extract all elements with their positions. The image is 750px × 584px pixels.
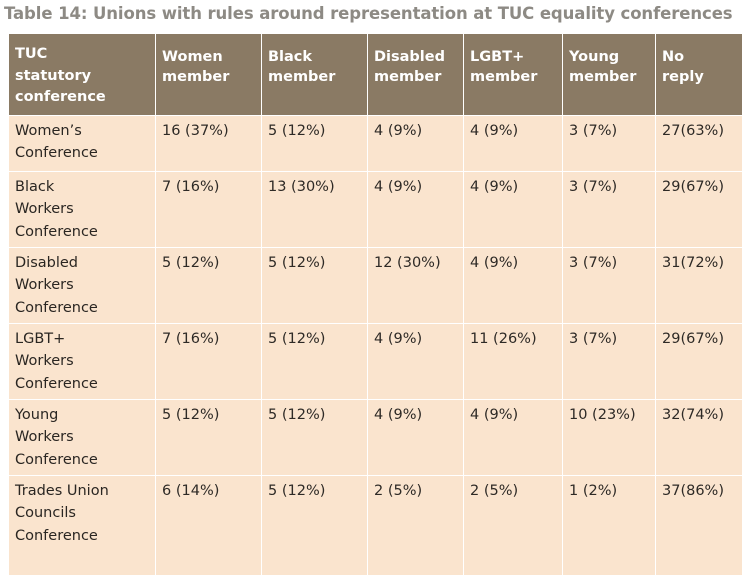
- header-row: TUC statutory conference Women member Bl…: [8, 34, 743, 115]
- table-title: Table 14: Unions with rules around repre…: [4, 4, 733, 23]
- col-header-no-reply: No reply: [655, 34, 743, 115]
- table-cell: 16 (37%): [155, 114, 262, 171]
- table-cell: 5 (12%): [261, 114, 368, 171]
- table-cell: 13 (30%): [261, 170, 368, 247]
- row-label: Trades Union Councils Conference: [8, 474, 156, 575]
- col-header-women: Women member: [155, 34, 262, 115]
- table-row: Young Workers Conference 5 (12%) 5 (12%)…: [8, 398, 743, 475]
- row-label: LGBT+ Workers Conference: [8, 322, 156, 399]
- col-header-lgbt: LGBT+ member: [463, 34, 563, 115]
- table-cell: 3 (7%): [562, 322, 656, 399]
- table-cell: 4 (9%): [463, 114, 563, 171]
- table-cell: 27(63%): [655, 114, 743, 171]
- table-row: Trades Union Councils Conference 6 (14%)…: [8, 474, 743, 575]
- col-header-young: Young member: [562, 34, 656, 115]
- table-cell: 3 (7%): [562, 114, 656, 171]
- col-header-black: Black member: [261, 34, 368, 115]
- table-cell: 4 (9%): [463, 170, 563, 247]
- table-cell: 4 (9%): [463, 398, 563, 475]
- table-cell: 31(72%): [655, 246, 743, 323]
- table-cell: 29(67%): [655, 170, 743, 247]
- table-cell: 5 (12%): [155, 398, 262, 475]
- col-header-conference: TUC statutory conference: [8, 34, 156, 115]
- table-cell: 4 (9%): [367, 114, 464, 171]
- table-cell: 5 (12%): [261, 398, 368, 475]
- table-cell: 1 (2%): [562, 474, 656, 575]
- table-cell: 12 (30%): [367, 246, 464, 323]
- equality-conferences-table: TUC statutory conference Women member Bl…: [8, 34, 743, 575]
- table-cell: 32(74%): [655, 398, 743, 475]
- table-cell: 2 (5%): [367, 474, 464, 575]
- table-row: Women’s Conference 16 (37%) 5 (12%) 4 (9…: [8, 114, 743, 171]
- row-label: Disabled Workers Conference: [8, 246, 156, 323]
- table-cell: 5 (12%): [261, 246, 368, 323]
- table-cell: 2 (5%): [463, 474, 563, 575]
- table-cell: 11 (26%): [463, 322, 563, 399]
- row-label: Young Workers Conference: [8, 398, 156, 475]
- row-label: Black Workers Conference: [8, 170, 156, 247]
- table-row: Disabled Workers Conference 5 (12%) 5 (1…: [8, 246, 743, 323]
- table-cell: 29(67%): [655, 322, 743, 399]
- table-cell: 3 (7%): [562, 170, 656, 247]
- table-cell: 4 (9%): [367, 322, 464, 399]
- row-label: Women’s Conference: [8, 114, 156, 171]
- table-cell: 5 (12%): [261, 322, 368, 399]
- table-cell: 3 (7%): [562, 246, 656, 323]
- table-cell: 6 (14%): [155, 474, 262, 575]
- table-cell: 5 (12%): [261, 474, 368, 575]
- table-cell: 4 (9%): [367, 170, 464, 247]
- table-cell: 5 (12%): [155, 246, 262, 323]
- table-cell: 4 (9%): [463, 246, 563, 323]
- table-cell: 37(86%): [655, 474, 743, 575]
- table-row: LGBT+ Workers Conference 7 (16%) 5 (12%)…: [8, 322, 743, 399]
- table-cell: 10 (23%): [562, 398, 656, 475]
- table-cell: 7 (16%): [155, 322, 262, 399]
- table-cell: 4 (9%): [367, 398, 464, 475]
- table-row: Black Workers Conference 7 (16%) 13 (30%…: [8, 170, 743, 247]
- table-cell: 7 (16%): [155, 170, 262, 247]
- col-header-disabled: Disabled member: [367, 34, 464, 115]
